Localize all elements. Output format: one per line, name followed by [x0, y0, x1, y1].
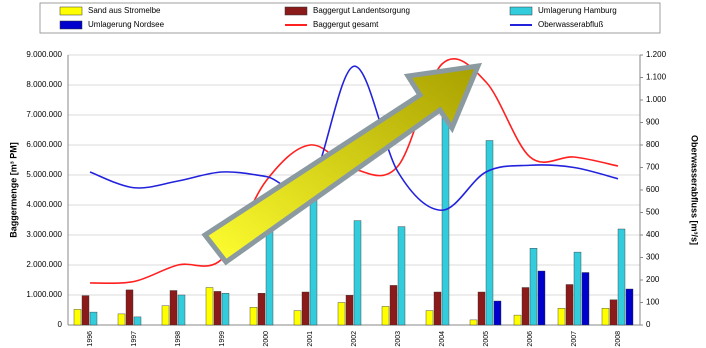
x-tick-label: 2006	[527, 331, 534, 347]
legend-label: Baggergut Landentsorgung	[313, 6, 410, 15]
y2-tick-label: 500	[646, 208, 660, 217]
bar	[81, 295, 90, 326]
legend-label: Sand aus Stromelbe	[88, 6, 161, 15]
legend-label: Baggergut gesamt	[313, 20, 379, 29]
x-tick-label: 2008	[615, 331, 622, 347]
bar	[257, 293, 266, 326]
x-tick-label: 2000	[263, 331, 270, 347]
bar	[477, 291, 486, 326]
bar	[161, 305, 170, 326]
y2-tick-label: 900	[646, 118, 660, 127]
bar	[557, 308, 566, 326]
x-tick-label: 2001	[307, 331, 314, 347]
bar	[469, 319, 478, 326]
y-tick-label: 3.000.000	[26, 230, 62, 239]
legend-label: Oberwasserabfluß	[538, 20, 603, 29]
bar	[565, 284, 574, 326]
bar	[529, 247, 538, 326]
y-tick-label: 0	[58, 320, 63, 329]
y-tick-label: 1.000.000	[26, 290, 62, 299]
labels: 0 1.000.000 2.000.000 3.000.000 4.000.000 5.0…	[26, 50, 666, 346]
y2-tick-label: 400	[646, 230, 660, 239]
bar	[205, 287, 214, 326]
x-tick-label: 1997	[131, 331, 138, 347]
legend-label: Umlagerung Hamburg	[538, 6, 617, 15]
bar	[301, 291, 310, 326]
bar	[353, 220, 362, 326]
bar	[169, 290, 178, 326]
bar	[177, 294, 186, 326]
x-tick-label: 1999	[219, 331, 226, 347]
bar	[381, 306, 390, 326]
bar	[537, 270, 546, 326]
bar	[521, 287, 530, 326]
y-tick-label: 8.000.000	[26, 80, 62, 89]
legend-swatch	[284, 6, 308, 16]
bar	[345, 295, 354, 326]
legend-swatch	[59, 20, 83, 30]
y2-tick-label: 300	[646, 253, 660, 262]
y2-tick-label: 1.100	[646, 73, 667, 82]
y2-tick-label: 0	[646, 320, 651, 329]
y2-tick-label: 700	[646, 163, 660, 172]
y-tick-label: 6.000.000	[26, 140, 62, 149]
x-tick-label: 2005	[483, 331, 490, 347]
bar	[125, 289, 134, 326]
legend-swatch	[59, 6, 83, 16]
bar	[581, 272, 590, 326]
bar	[389, 285, 398, 326]
y-tick-label: 7.000.000	[26, 110, 62, 119]
bar	[441, 111, 450, 326]
line	[89, 65, 619, 212]
y2-tick-label: 1.200	[646, 50, 667, 59]
bar	[249, 307, 258, 326]
legend-swatch	[509, 6, 533, 16]
y-tick-label: 5.000.000	[26, 170, 62, 179]
bar	[617, 228, 626, 326]
y-tick-label: 4.000.000	[26, 200, 62, 209]
y2-tick-label: 100	[646, 298, 660, 307]
bar	[625, 288, 634, 326]
bar	[265, 230, 274, 326]
bar	[293, 310, 302, 326]
bar	[337, 302, 346, 326]
x-tick-label: 2003	[395, 331, 402, 347]
bar	[433, 291, 442, 326]
x-tick-label: 1996	[87, 331, 94, 347]
legend-box	[39, 2, 661, 34]
y2-tick-label: 800	[646, 140, 660, 149]
y-tick-label: 2.000.000	[26, 260, 62, 269]
y2-axis-title: Oberwasserabfluss [m³/s]	[690, 135, 700, 245]
y2-tick-label: 200	[646, 275, 660, 284]
bar	[485, 140, 494, 326]
legend-label: Umlagerung Nordsee	[88, 20, 165, 29]
bar	[117, 313, 126, 326]
y2-tick-label: 1.000	[646, 95, 667, 104]
bars	[73, 111, 634, 326]
bar	[397, 226, 406, 326]
bar	[213, 291, 222, 326]
bar	[133, 316, 142, 326]
bar	[425, 310, 434, 326]
bar	[309, 195, 318, 326]
y2-tick-label: 600	[646, 185, 660, 194]
bar	[493, 300, 502, 326]
arrow	[201, 62, 483, 266]
y-tick-label: 9.000.000	[26, 50, 62, 59]
bar	[89, 311, 98, 326]
x-tick-label: 2007	[571, 331, 578, 347]
x-tick-label: 2002	[351, 331, 358, 347]
x-tick-label: 1998	[175, 331, 182, 347]
x-tick-label: 2004	[439, 331, 446, 347]
bar	[601, 308, 610, 326]
bar	[221, 293, 230, 326]
bar	[73, 309, 82, 326]
y-axis-title: Baggermenge [m³ PM]	[8, 142, 18, 238]
bar	[573, 251, 582, 326]
bar	[513, 314, 522, 326]
bar	[609, 299, 618, 326]
